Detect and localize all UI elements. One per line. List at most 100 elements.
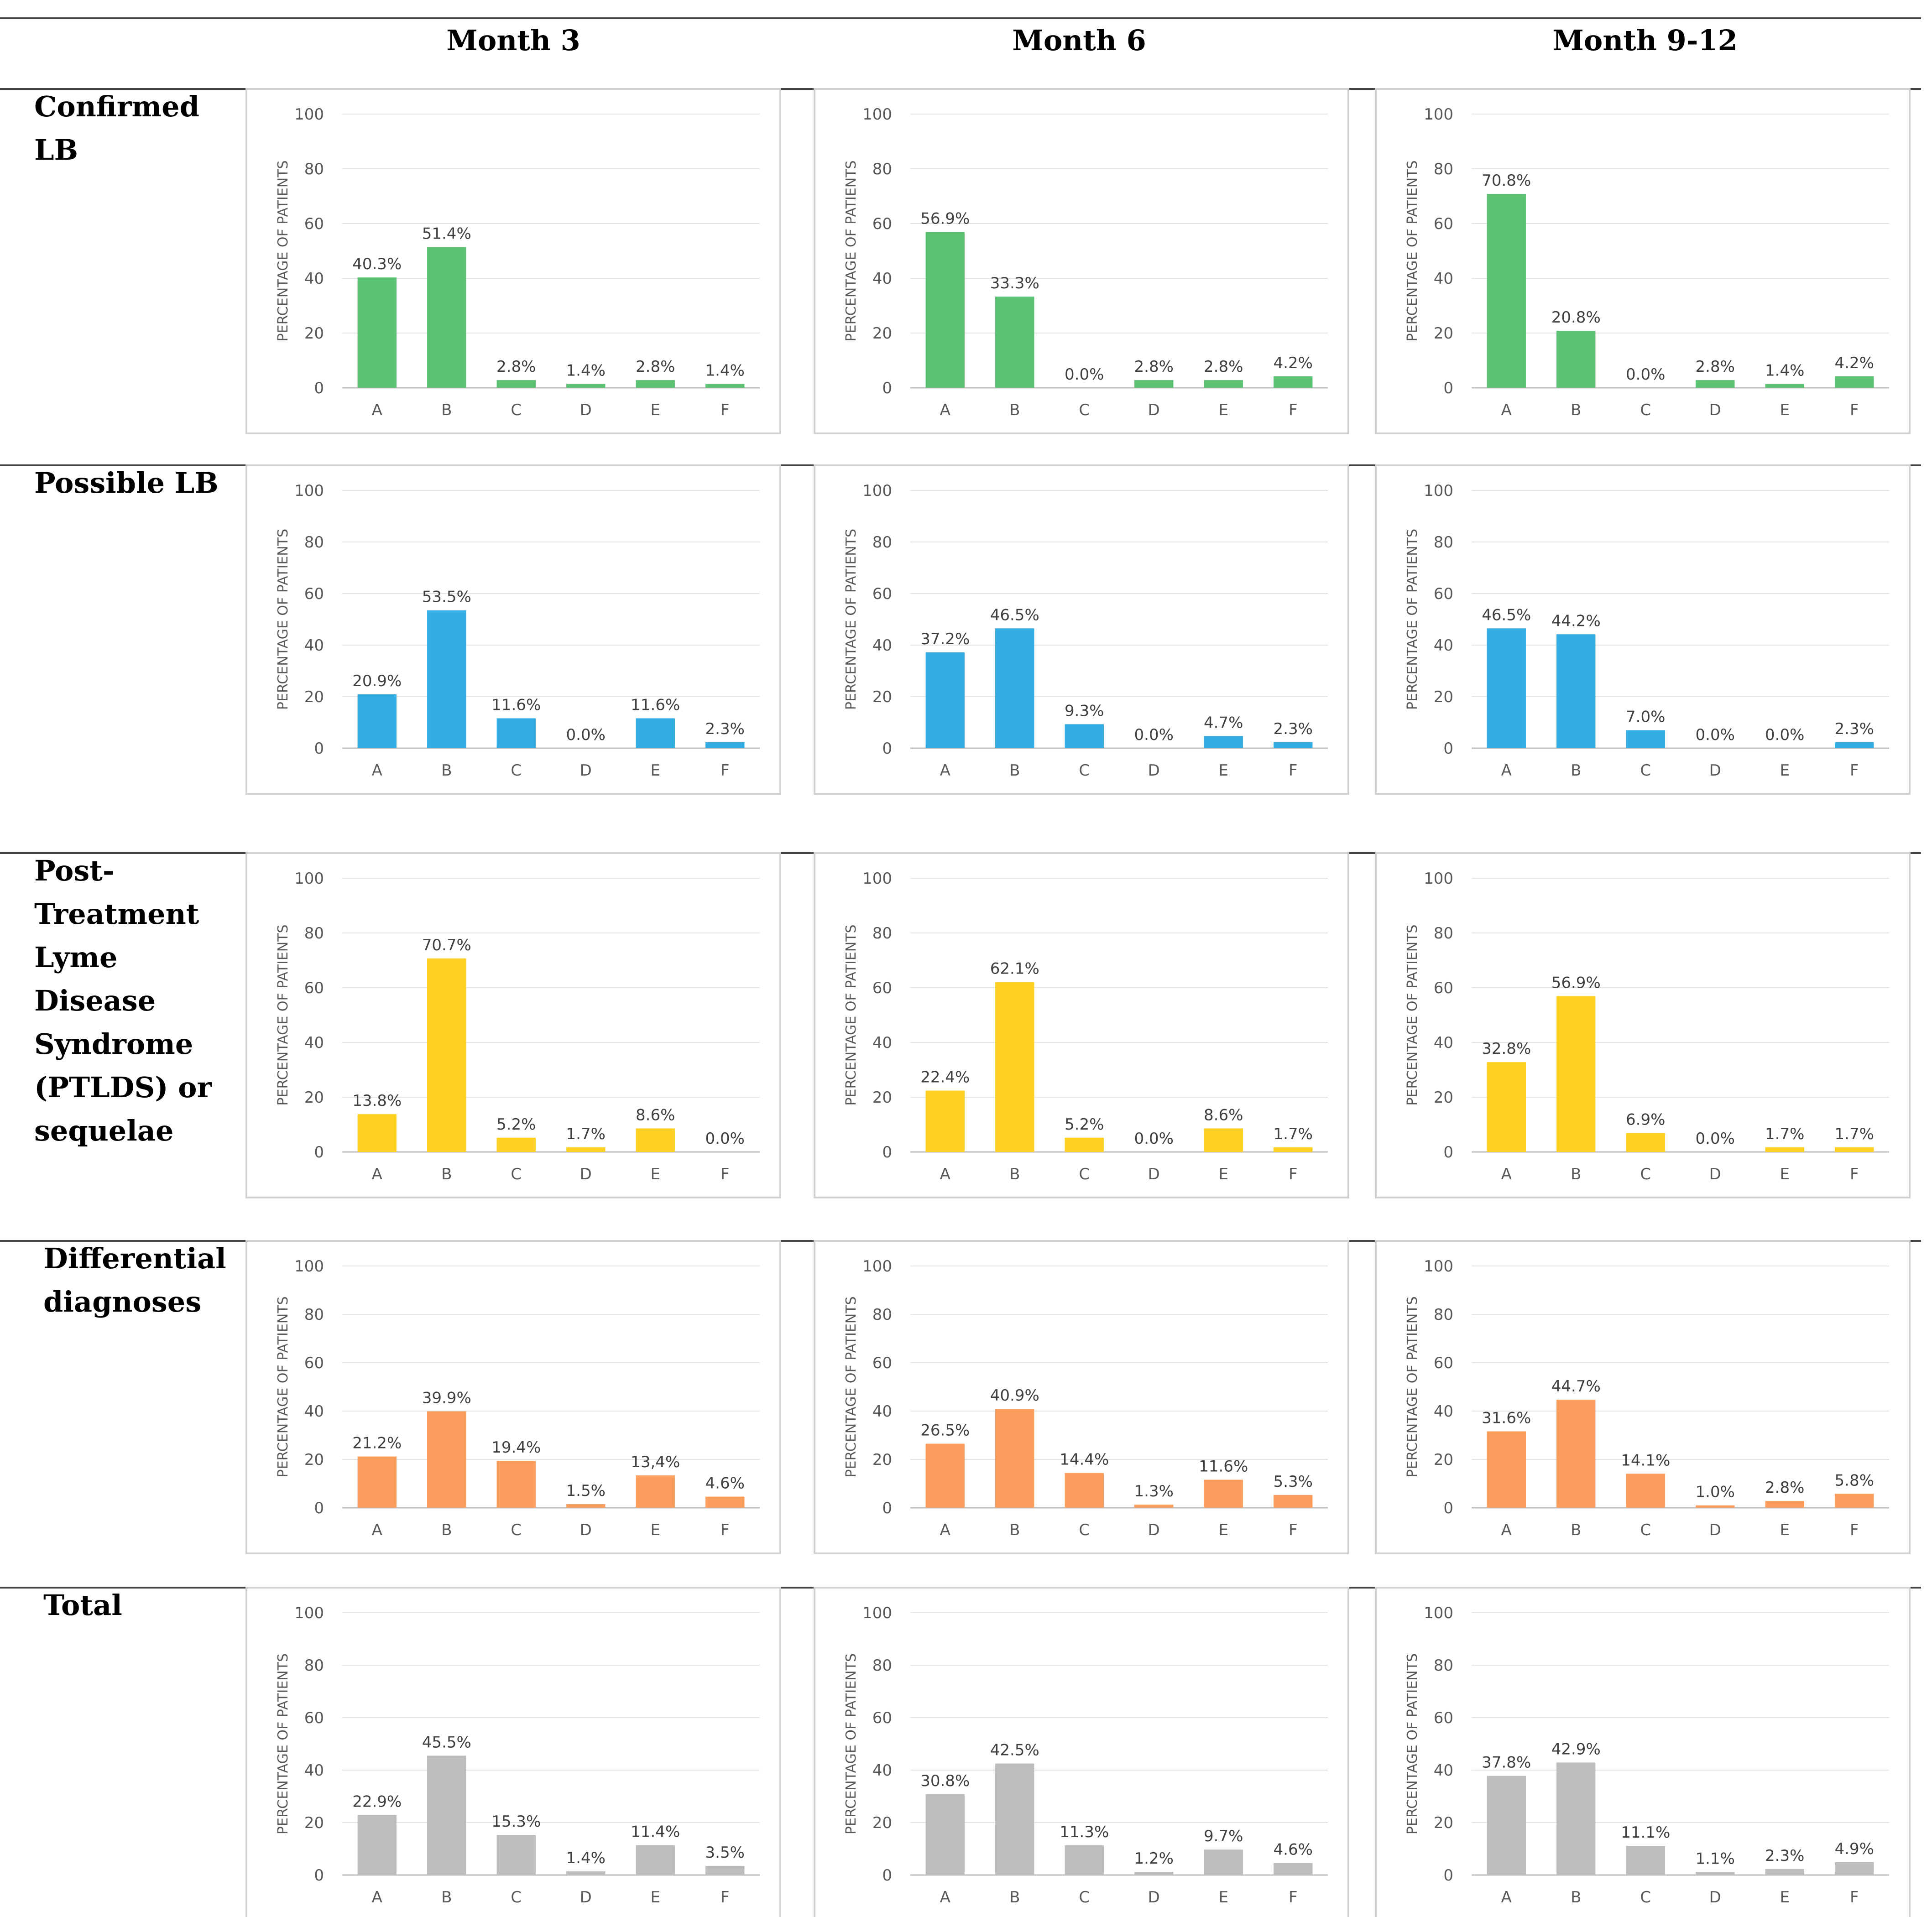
- data-label: 1.0%: [1696, 1483, 1735, 1501]
- data-label: 0.0%: [1134, 726, 1174, 744]
- y-tick-label: 0: [1443, 1143, 1453, 1162]
- data-label: 8.6%: [636, 1106, 675, 1124]
- data-label: 37.8%: [1482, 1754, 1531, 1772]
- bar-chart: PERCENTAGE OF PATIENTS 0 20 40 60 80 100 46.5% A…: [1375, 464, 1911, 795]
- bar: [636, 1128, 675, 1152]
- y-tick-label: 0: [314, 740, 324, 758]
- bar-chart: PERCENTAGE OF PATIENTS 0 20 40 60 80 100 26.5% A…: [814, 1240, 1349, 1554]
- row-header-line: Lyme: [34, 941, 117, 974]
- x-tick-label: D: [580, 761, 592, 780]
- data-label: 2.8%: [1696, 358, 1735, 376]
- data-label: 0.0%: [566, 726, 606, 744]
- y-axis-label: PERCENTAGE OF PATIENTS: [843, 160, 859, 341]
- x-tick-label: F: [1850, 1888, 1859, 1907]
- data-label: 5.8%: [1835, 1471, 1874, 1490]
- y-tick-label: 20: [1434, 1814, 1453, 1832]
- data-label: 0.0%: [1696, 1130, 1735, 1148]
- data-label: 13,4%: [631, 1453, 680, 1471]
- data-label: 0.0%: [705, 1130, 745, 1148]
- bar: [427, 247, 466, 388]
- x-tick-label: D: [1148, 1165, 1160, 1183]
- x-tick-label: E: [651, 401, 660, 419]
- row-header-line: (PTLDS) or: [34, 1071, 213, 1104]
- data-label: 56.9%: [1551, 974, 1601, 992]
- x-tick-label: B: [441, 1521, 452, 1539]
- data-label: 1.4%: [566, 362, 606, 380]
- y-tick-label: 20: [872, 1089, 892, 1107]
- x-tick-label: F: [721, 1165, 730, 1183]
- y-tick-label: 80: [1434, 924, 1453, 943]
- bar: [427, 1411, 466, 1508]
- x-tick-label: E: [1780, 401, 1790, 419]
- x-tick-label: C: [1079, 761, 1090, 780]
- column-header: Month 6: [1012, 24, 1146, 57]
- bar: [357, 1456, 397, 1508]
- bar: [1487, 194, 1526, 388]
- bar: [1556, 634, 1596, 748]
- bar: [1134, 1505, 1174, 1508]
- x-tick-label: C: [1640, 401, 1651, 419]
- bar: [427, 958, 466, 1152]
- bar: [496, 380, 536, 388]
- data-label: 1.7%: [1765, 1125, 1804, 1143]
- x-tick-label: B: [441, 401, 452, 419]
- bar: [1556, 1400, 1596, 1508]
- bar: [1065, 1473, 1104, 1508]
- data-label: 42.5%: [990, 1741, 1039, 1760]
- x-tick-label: E: [1219, 1165, 1228, 1183]
- bar: [1065, 724, 1104, 748]
- y-tick-label: 60: [304, 585, 324, 603]
- bar-chart: PERCENTAGE OF PATIENTS 0 20 40 60 80 100 70.8% A…: [1375, 88, 1911, 434]
- data-label: 14.1%: [1621, 1451, 1670, 1469]
- x-tick-label: D: [1148, 1521, 1160, 1539]
- bar: [995, 1763, 1034, 1875]
- x-tick-label: C: [1079, 1165, 1090, 1183]
- x-tick-label: A: [372, 761, 382, 780]
- y-tick-label: 0: [882, 740, 892, 758]
- x-tick-label: A: [1501, 1888, 1512, 1907]
- data-label: 0.0%: [1696, 726, 1735, 744]
- x-tick-label: C: [1640, 1521, 1651, 1539]
- column-header: Month 3: [446, 24, 580, 57]
- x-tick-label: E: [1219, 761, 1228, 780]
- data-label: 2.3%: [1765, 1847, 1804, 1865]
- bar: [357, 277, 397, 388]
- bar: [1065, 1845, 1104, 1875]
- bar: [1065, 1137, 1104, 1152]
- y-axis-label: PERCENTAGE OF PATIENTS: [275, 924, 291, 1105]
- bar: [1696, 380, 1735, 388]
- data-label: 4.6%: [705, 1474, 745, 1493]
- bar: [1204, 1479, 1243, 1508]
- data-label: 2.8%: [496, 358, 536, 376]
- data-label: 51.4%: [422, 225, 471, 243]
- bar: [1765, 1501, 1804, 1508]
- data-label: 2.8%: [1765, 1479, 1804, 1497]
- y-tick-label: 60: [872, 1709, 892, 1727]
- data-label: 0.0%: [1065, 365, 1104, 384]
- x-tick-label: D: [1709, 1165, 1721, 1183]
- bar: [636, 1475, 675, 1508]
- bar-chart: PERCENTAGE OF PATIENTS 0 20 40 60 80 100 22.9% A…: [245, 1587, 781, 1917]
- y-tick-label: 60: [872, 585, 892, 603]
- data-label: 1.4%: [566, 1849, 606, 1867]
- bar: [1696, 1505, 1735, 1508]
- y-tick-label: 0: [1443, 1499, 1453, 1517]
- y-tick-label: 40: [304, 1034, 324, 1052]
- x-tick-label: C: [511, 1888, 522, 1907]
- y-tick-label: 100: [1424, 482, 1453, 500]
- bar: [1765, 384, 1804, 388]
- bar: [1626, 1133, 1665, 1152]
- x-tick-label: D: [580, 401, 592, 419]
- bar-chart: PERCENTAGE OF PATIENTS 0 20 40 60 80 100 21.2% A…: [245, 1240, 781, 1554]
- data-label: 11.6%: [1199, 1458, 1248, 1476]
- x-tick-label: A: [940, 1165, 950, 1183]
- y-tick-label: 40: [304, 1761, 324, 1780]
- x-tick-label: D: [1709, 401, 1721, 419]
- data-label: 5.3%: [1274, 1473, 1313, 1491]
- y-tick-label: 60: [304, 215, 324, 233]
- row-header-line: Confirmed: [34, 90, 199, 123]
- y-tick-label: 20: [1434, 324, 1453, 343]
- data-label: 40.3%: [352, 255, 402, 273]
- bar: [1556, 331, 1596, 388]
- y-tick-label: 60: [872, 215, 892, 233]
